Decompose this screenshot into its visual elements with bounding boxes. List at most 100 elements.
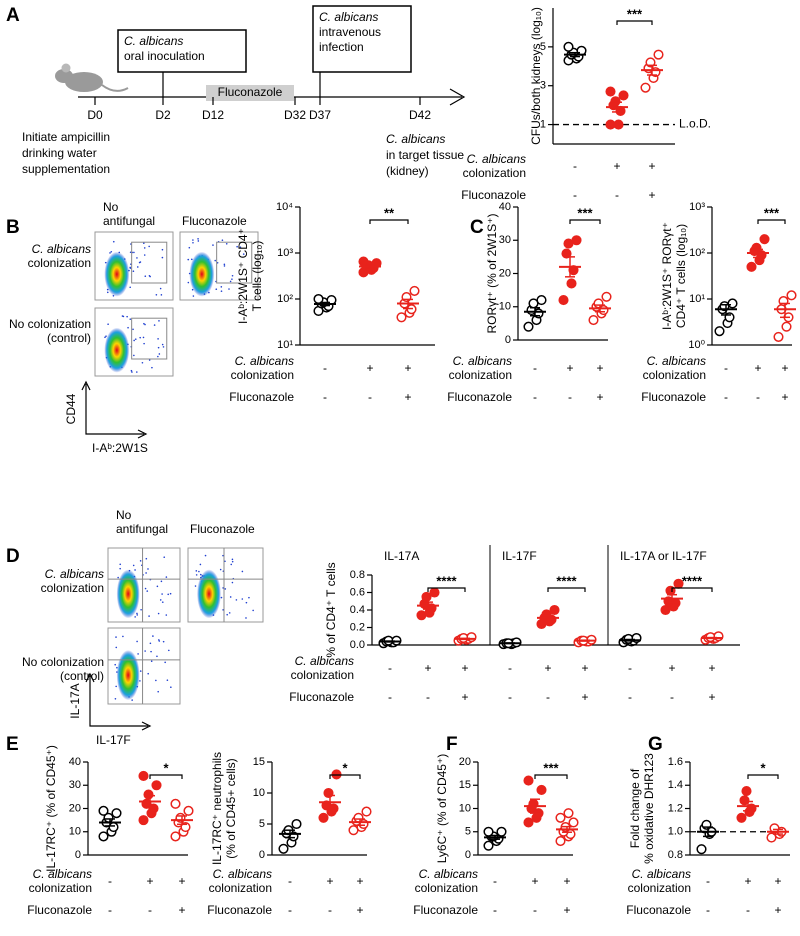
condition-label: C. albicans [33, 867, 92, 881]
flow-event [190, 258, 193, 261]
flow-event [136, 612, 138, 615]
flow-event [164, 661, 166, 664]
flow-event [161, 343, 164, 346]
y-tick-label: 5 [465, 826, 471, 838]
flow-event [148, 245, 150, 248]
condition-sign: - [508, 690, 512, 704]
condition-sign: - [706, 903, 710, 917]
flow-event [157, 612, 160, 615]
data-point [593, 298, 604, 309]
flow-density [116, 650, 140, 701]
flow-event [231, 278, 233, 280]
flow-event [134, 338, 137, 340]
significance-bracket [427, 587, 466, 592]
day-label: D2 [155, 108, 171, 122]
data-point [549, 604, 560, 616]
condition-sign: + [404, 361, 411, 375]
condition-sign: + [424, 661, 431, 675]
flow-event [165, 614, 168, 616]
flow-event [139, 680, 141, 682]
y-axis-label: I-Aᵇ:2W1S⁺ CD4⁺ [236, 228, 250, 324]
flow-event [136, 266, 139, 268]
timeline-arrow [449, 88, 466, 106]
panel-letter: F [446, 734, 458, 755]
flow-x-axis-label: I-Aᵇ:2W1S [92, 441, 148, 455]
flow-event [229, 280, 232, 283]
flow-event [228, 612, 231, 614]
significance-bracket [149, 774, 183, 779]
condition-label: Fluconazole [413, 903, 478, 917]
data-point [696, 844, 707, 855]
reference-label: L.o.D. [679, 117, 711, 131]
flow-event [224, 560, 226, 563]
significance-label: *** [764, 205, 780, 220]
flow-event [231, 558, 234, 561]
flow-event [150, 660, 153, 663]
y-tick-label: 0 [505, 334, 511, 346]
significance-bracket [757, 219, 786, 224]
y-tick-label: 0.0 [350, 639, 365, 651]
data-point [605, 86, 616, 97]
condition-sign: + [178, 874, 185, 888]
timeline-note: drinking water [22, 146, 97, 160]
y-tick-label: 10³ [277, 247, 293, 259]
condition-sign: + [356, 874, 363, 888]
condition-sign: - [568, 390, 572, 404]
condition-label: colonization [29, 881, 92, 895]
flow-event [147, 568, 149, 570]
flow-event [149, 642, 152, 645]
data-point [558, 295, 569, 306]
flow-event [158, 320, 160, 322]
flow-event [223, 265, 226, 267]
y-axis-label: % of CD4⁺ T cells [324, 562, 338, 657]
flow-event [133, 339, 135, 342]
flow-event [122, 635, 124, 638]
data-point [741, 786, 752, 797]
flow-event [192, 241, 194, 244]
y-tick-label: 0 [75, 849, 81, 861]
condition-label: Fluconazole [641, 390, 706, 404]
event-box [117, 29, 247, 73]
y-tick-label: 10⁴ [276, 201, 293, 213]
y-tick-label: 0.2 [350, 621, 365, 633]
y-tick-label: 1.2 [668, 802, 683, 814]
flow-event [228, 288, 230, 290]
data-point [563, 808, 574, 819]
data-point [640, 82, 651, 93]
y-tick-label: 40 [499, 201, 511, 213]
flow-event [143, 247, 146, 249]
flow-event [133, 251, 135, 254]
flow-column-label: antifungal [116, 522, 168, 536]
data-point [555, 836, 566, 847]
timeline-note: C. albicans [386, 132, 445, 146]
axis-arrow [89, 676, 148, 727]
data-point [773, 331, 784, 342]
y-axis-label: IL-17RC⁺ (% of CD45⁺) [44, 745, 58, 872]
flow-event [147, 672, 149, 675]
data-point [568, 817, 579, 828]
condition-label: C. albicans [419, 867, 478, 881]
flow-event [170, 686, 172, 688]
data-point [786, 290, 797, 301]
condition-sign: + [781, 361, 788, 375]
y-tick-label: 20 [499, 267, 511, 279]
y-tick-label: 10³ [689, 201, 705, 213]
flow-event [187, 281, 190, 284]
condition-sign: - [323, 361, 327, 375]
flow-event [187, 258, 190, 261]
mouse-icon [55, 63, 129, 92]
y-tick-label: 0 [259, 849, 265, 861]
significance-label: *** [627, 6, 643, 21]
data-point [727, 298, 738, 309]
flow-density [197, 569, 221, 619]
flow-event [153, 324, 156, 326]
flow-event [144, 323, 146, 326]
flow-event [204, 554, 207, 557]
data-point [278, 843, 289, 854]
condition-sign: - [108, 903, 112, 917]
condition-sign: + [774, 874, 781, 888]
flow-event [241, 598, 244, 600]
flow-event [151, 366, 153, 369]
flow-event [117, 576, 119, 579]
y-axis-label: Ly6C⁺ (% of CD45⁺) [435, 754, 449, 864]
